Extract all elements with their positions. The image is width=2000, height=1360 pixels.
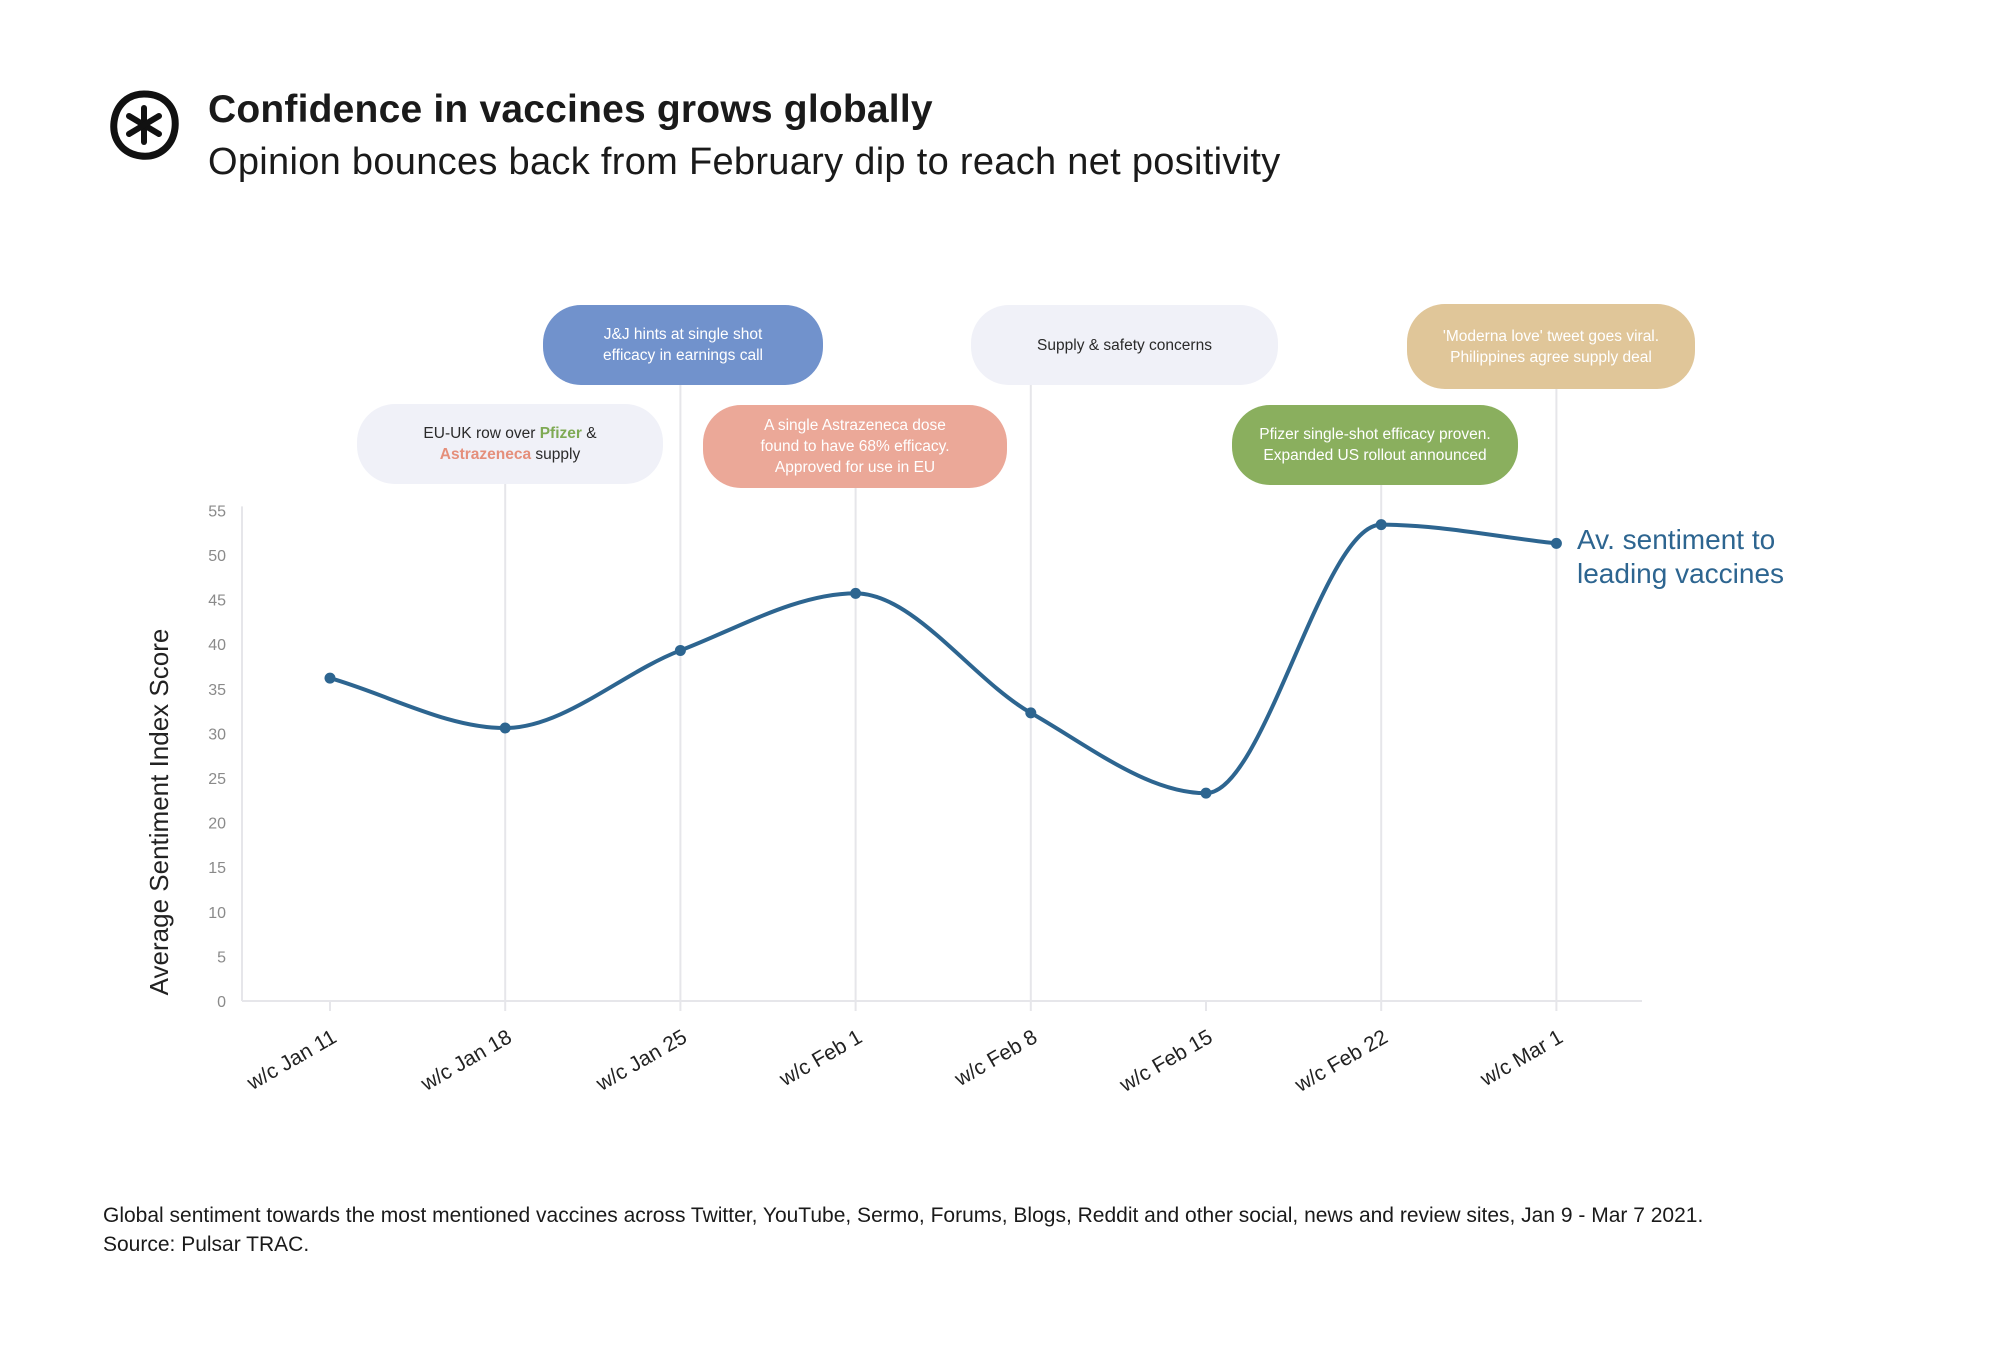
annotation-callout: J&J hints at single shot efficacy in earn… <box>543 305 823 385</box>
data-point <box>850 587 862 599</box>
asterisk-circle-logo-icon <box>110 90 179 160</box>
y-tick-label: 55 <box>208 503 226 520</box>
y-tick-label: 30 <box>208 726 226 743</box>
chart-axes <box>241 506 1642 1002</box>
data-point <box>499 722 511 734</box>
annotation-text: Pfizer single-shot efficacy proven. <box>1259 426 1491 443</box>
data-point <box>1550 537 1562 549</box>
annotation-text: Philippines agree supply deal <box>1450 348 1652 366</box>
y-tick-label: 25 <box>208 771 226 788</box>
footnote-source: Source: Pulsar TRAC. <box>103 1233 310 1256</box>
annotation-guides <box>504 385 1558 1001</box>
annotation-callout: A single Astrazeneca dose found to have 6… <box>703 405 1007 488</box>
x-tick-labels: w/c Jan 11 w/c Jan 18 w/c Jan 25 w/c Feb 1 w… <box>243 1001 1567 1097</box>
x-tick-label: w/c Jan 18 <box>416 1025 515 1096</box>
annotation-text: 'Moderna love' tweet goes viral. <box>1442 327 1660 345</box>
annotation-text: Expanded US rollout announced <box>1263 447 1487 464</box>
annotation-text: EU-UK row over <box>423 425 540 442</box>
annotation-text: & <box>581 425 597 442</box>
data-point <box>1200 787 1212 799</box>
x-tick-label: w/c Mar 1 <box>1476 1025 1567 1091</box>
y-tick-label: 50 <box>208 548 226 565</box>
series-direct-label: Av. sentiment to leading vaccines <box>1577 523 1784 591</box>
series-group <box>324 519 1562 799</box>
data-point <box>1025 707 1037 719</box>
y-tick-label: 20 <box>208 816 226 833</box>
annotation-callout: Supply & safety concerns <box>971 305 1278 385</box>
y-tick-label: 5 <box>217 949 226 966</box>
y-tick-label: 40 <box>208 637 226 654</box>
y-tick-label: 35 <box>208 682 226 699</box>
footnote: Global sentiment towards the most mentio… <box>103 1201 1703 1259</box>
x-tick-label: w/c Feb 1 <box>775 1025 866 1091</box>
annotation-text: J&J hints at single shot <box>603 326 763 343</box>
series-line <box>328 522 1559 796</box>
y-tick-labels: 0 5 10 15 20 25 30 35 40 45 50 55 <box>208 503 226 1011</box>
y-tick-label: 0 <box>217 994 226 1011</box>
annotation-callout: EU-UK row over Pfizer & Astrazeneca suppl… <box>357 404 663 484</box>
data-point <box>324 672 336 684</box>
annotation-callout: 'Moderna love' tweet goes viral. Philippi… <box>1407 304 1695 389</box>
annotation-text: Supply & safety concerns <box>1037 336 1212 354</box>
x-tick-label: w/c Feb 15 <box>1115 1025 1216 1097</box>
y-tick-label: 10 <box>208 905 226 922</box>
chart-subtitle: Opinion bounces back from February dip t… <box>208 141 1281 183</box>
y-tick-label: 45 <box>208 593 226 610</box>
x-tick-label: w/c Jan 25 <box>592 1025 691 1096</box>
annotation-text: supply <box>531 446 581 463</box>
series-label-line-1: Av. sentiment to <box>1577 524 1776 555</box>
annotation-text: A single Astrazeneca dose <box>764 417 946 434</box>
annotation-text: Approved for use in EU <box>774 459 936 476</box>
x-tick-label: w/c Feb 8 <box>950 1025 1041 1091</box>
x-tick-label: w/c Jan 11 <box>243 1025 341 1095</box>
data-point <box>674 644 686 656</box>
annotation-callout: Pfizer single-shot efficacy proven. Expan… <box>1232 405 1518 485</box>
footnote-line-1: Global sentiment towards the most mentio… <box>103 1204 1704 1227</box>
data-point <box>1375 519 1387 531</box>
annotation-text: efficacy in earnings call <box>603 347 763 364</box>
y-tick-label: 15 <box>208 860 226 877</box>
annotation-text: Pfizer <box>539 425 582 442</box>
series-label-line-2: leading vaccines <box>1577 558 1785 589</box>
annotation-text: found to have 68% efficacy. <box>760 438 950 455</box>
y-axis-label: Average Sentiment Index Score <box>144 629 174 996</box>
chart-title: Confidence in vaccines grows globally <box>208 88 933 131</box>
x-tick-label: w/c Feb 22 <box>1290 1025 1391 1097</box>
annotation-text: Astrazeneca <box>439 446 532 463</box>
